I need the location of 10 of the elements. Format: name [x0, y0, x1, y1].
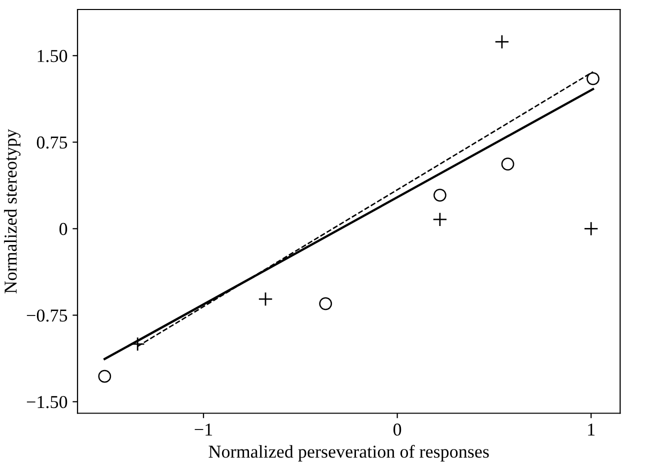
x-tick-label: 1	[588, 424, 595, 436]
y-tick-label: 0.75	[36, 136, 68, 149]
x-tick-label: 0	[393, 423, 402, 436]
x-axis-title: Normalized perseveration of responses	[208, 444, 489, 462]
y-tick-label: −1.50	[26, 396, 68, 408]
y-axis-title: Normalized stereotypy	[4, 128, 20, 294]
x-tick-label: −1	[194, 424, 212, 436]
y-tick-label: −0.75	[26, 309, 68, 322]
y-tick-label: 0	[59, 222, 68, 236]
y-tick-label: 1.50	[38, 50, 68, 62]
